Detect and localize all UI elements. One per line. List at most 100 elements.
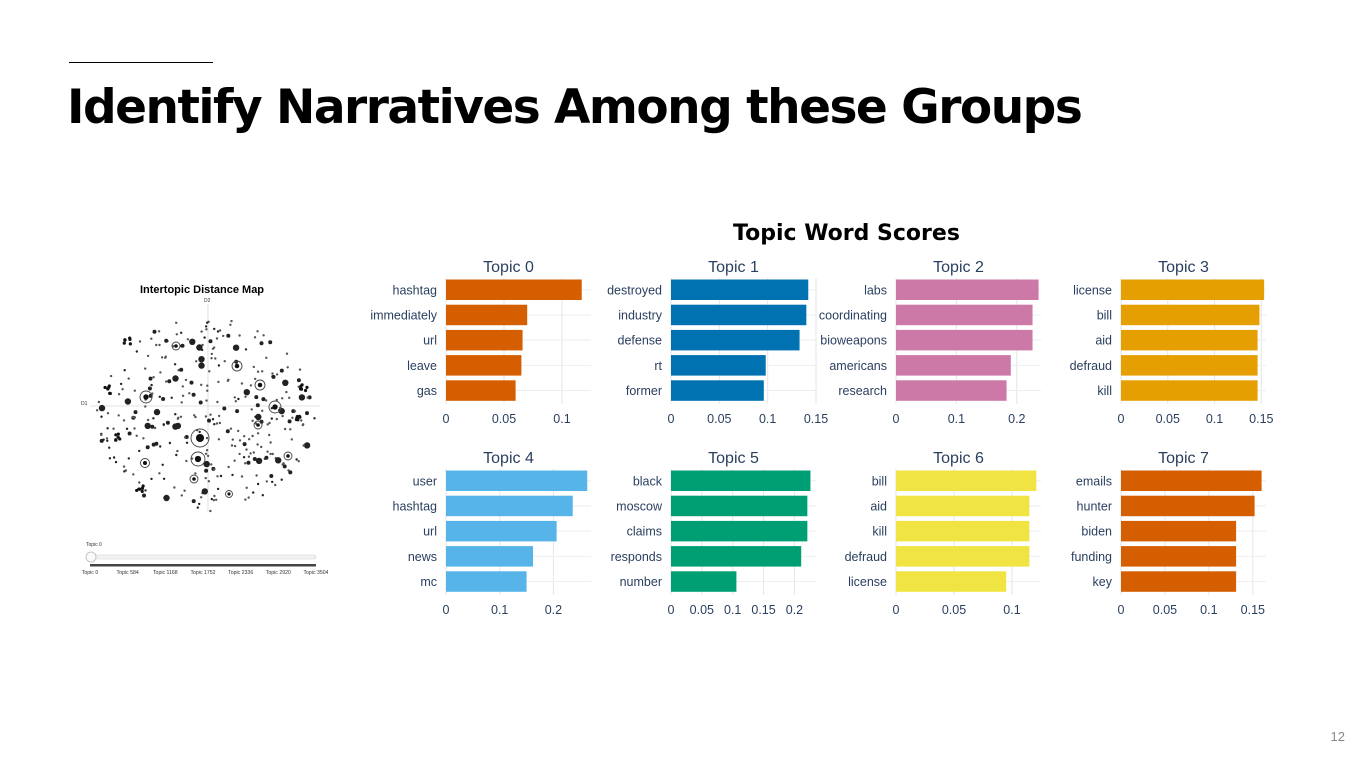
topic-point [270, 417, 273, 420]
topic-point [108, 391, 112, 396]
bar [896, 380, 1007, 401]
topic-point [210, 357, 213, 360]
bar [446, 329, 523, 351]
topic-point [170, 396, 173, 399]
topic-point [244, 462, 247, 465]
x-tick-label: 0.2 [545, 603, 562, 617]
topic-point [114, 460, 118, 464]
topic-point [254, 395, 259, 400]
bar [896, 495, 1030, 517]
topic-point [217, 380, 220, 384]
topic-point [234, 363, 240, 369]
topic-point [203, 336, 206, 339]
topic-point [173, 363, 177, 366]
topic-point [222, 406, 227, 411]
word-label: research [838, 384, 887, 398]
topic-point [98, 404, 106, 412]
topic-point [174, 344, 178, 348]
topic-point [306, 396, 309, 399]
slider-tick-label: Topic 2920 [266, 570, 291, 576]
topic-point [305, 385, 309, 389]
bar [1121, 546, 1237, 567]
topic-point [297, 385, 300, 388]
topic-point [172, 345, 175, 348]
topic-point [207, 418, 211, 423]
topic-point [140, 489, 144, 493]
topic-point [100, 433, 103, 437]
topic-point [147, 386, 152, 391]
slider-tick-label: Topic 2336 [228, 570, 253, 576]
x-tick-label: 0.05 [492, 412, 516, 426]
topic-point [238, 439, 242, 442]
topic-point [249, 452, 252, 455]
topic-point [179, 344, 183, 348]
topic-point [180, 494, 183, 497]
x-tick-label: 0.1 [491, 603, 508, 617]
topic-point [291, 416, 294, 419]
topic-point [160, 356, 164, 359]
topic-point [185, 441, 189, 444]
topic-point [123, 338, 127, 342]
topic-point [150, 383, 153, 387]
word-label: hunter [1077, 499, 1112, 513]
topic-point [255, 413, 262, 421]
topic-point [219, 474, 223, 478]
topic-point [271, 372, 274, 375]
topic-point [203, 460, 210, 468]
topic-point [204, 468, 209, 473]
topic-point [298, 368, 302, 371]
topic-point [137, 487, 141, 491]
word-label: gas [417, 384, 437, 398]
topic-point [146, 354, 150, 358]
x-tick-label: 0.2 [786, 603, 803, 617]
topic-point [148, 376, 153, 381]
bar [671, 329, 800, 351]
topic-point [283, 427, 287, 431]
x-tick-label: 0 [893, 412, 900, 426]
word-label: rt [654, 359, 662, 373]
topic-point [144, 489, 147, 492]
bar [671, 546, 802, 567]
topic-point [285, 390, 288, 394]
bar [446, 355, 522, 376]
topic-point [163, 494, 170, 502]
topic-point [206, 454, 210, 458]
topic-point [215, 422, 219, 425]
topic-point [176, 449, 179, 453]
topic-point [189, 380, 194, 385]
x-tick-label: 0.1 [1003, 603, 1020, 617]
x-tick-label: 0.1 [1200, 603, 1217, 617]
topic-point [250, 408, 253, 411]
topic-point [216, 330, 220, 333]
topic-point [194, 455, 202, 463]
topic-point [116, 435, 120, 439]
topic-point [255, 474, 258, 477]
topic-circle [140, 458, 150, 468]
topic-point [109, 374, 113, 378]
topic-point [175, 333, 178, 336]
topic-point [245, 448, 248, 451]
topic-point [213, 327, 216, 331]
slider-rail [90, 564, 316, 567]
topic-point [141, 484, 145, 488]
topic-point [238, 334, 241, 337]
word-label: number [620, 575, 662, 589]
topic-point [208, 370, 211, 373]
topic-point [225, 429, 230, 434]
topic-point [123, 470, 126, 473]
axis-y-label: D2 [204, 298, 211, 304]
topic-point [159, 371, 162, 374]
word-label: destroyed [607, 283, 662, 297]
topic-point [274, 483, 277, 487]
word-label: defraud [845, 550, 887, 564]
slider-tick-label: Topic 0 [82, 570, 99, 576]
topic-circle [171, 341, 181, 351]
topic-point [247, 455, 251, 458]
topic-circle [231, 360, 243, 372]
topic-point [194, 472, 197, 475]
topic-point [252, 451, 255, 454]
x-tick-label: 0.2 [1008, 412, 1025, 426]
topic-point [288, 396, 291, 399]
topic-point [251, 419, 254, 422]
topic-point [210, 352, 213, 356]
